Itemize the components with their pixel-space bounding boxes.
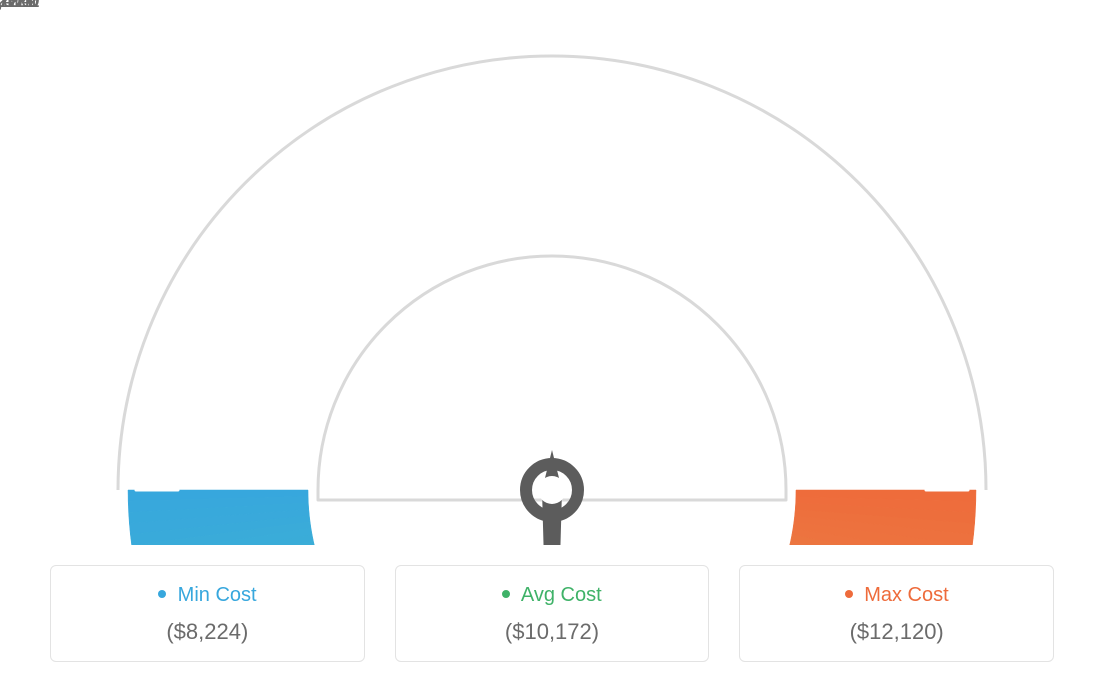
legend-dot-max <box>845 590 853 598</box>
legend-card-max: Max Cost ($12,120) <box>739 565 1054 662</box>
legend-title-avg: Avg Cost <box>406 584 699 607</box>
gauge-outline-outer <box>118 56 986 490</box>
legend-row: Min Cost ($8,224) Avg Cost ($10,172) Max… <box>50 565 1054 662</box>
gauge-tick-label: $12,120 <box>0 0 40 13</box>
gauge-svg <box>0 0 1104 545</box>
gauge-area: $8,224$8,711$9,198$10,172$10,821$11,470$… <box>0 0 1104 545</box>
legend-value-avg: ($10,172) <box>406 619 699 645</box>
legend-dot-avg <box>502 590 510 598</box>
legend-label-max: Max Cost <box>864 584 948 606</box>
legend-card-avg: Avg Cost ($10,172) <box>395 565 710 662</box>
legend-card-min: Min Cost ($8,224) <box>50 565 365 662</box>
legend-dot-min <box>158 590 166 598</box>
legend-value-max: ($12,120) <box>750 619 1043 645</box>
legend-label-min: Min Cost <box>178 584 257 606</box>
legend-label-avg: Avg Cost <box>521 584 602 606</box>
chart-wrapper: $8,224$8,711$9,198$10,172$10,821$11,470$… <box>0 0 1104 690</box>
legend-title-min: Min Cost <box>61 584 354 607</box>
legend-value-min: ($8,224) <box>61 619 354 645</box>
gauge-needle-hub-hole <box>538 476 566 504</box>
legend-title-max: Max Cost <box>750 584 1043 607</box>
